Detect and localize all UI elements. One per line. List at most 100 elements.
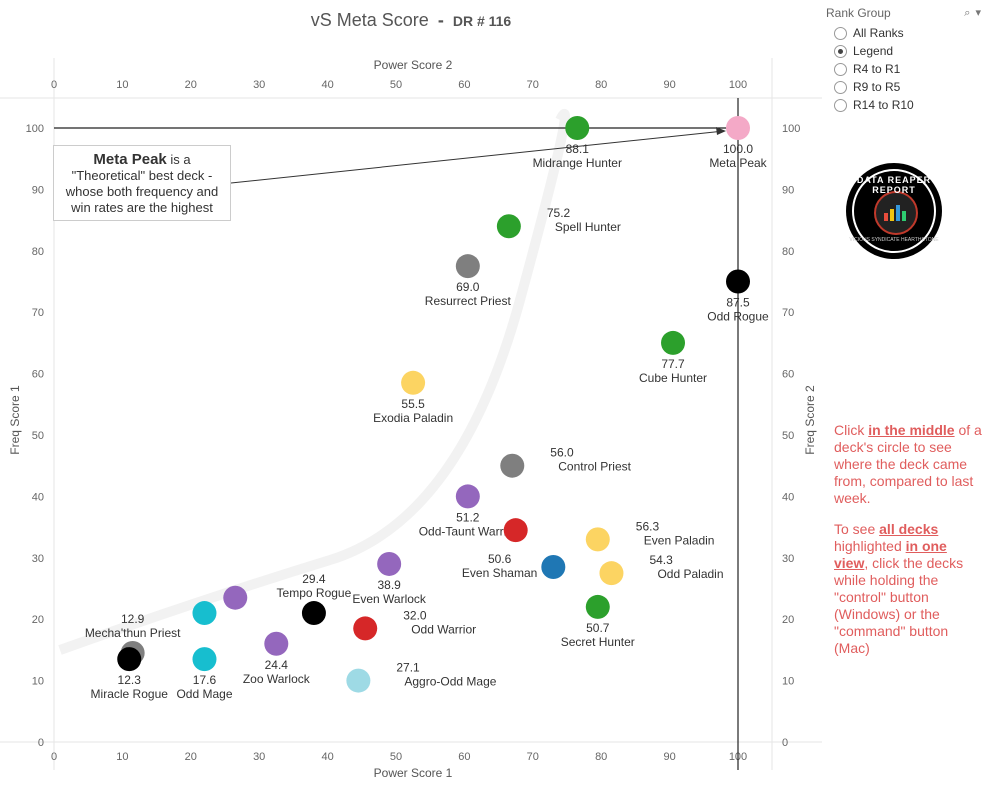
instructions: Click in the middle of a deck's circle t… — [834, 422, 984, 671]
instr-p2-u1: all decks — [879, 521, 939, 537]
scatter-point[interactable] — [301, 601, 326, 626]
annotation-arrow-line — [230, 130, 725, 184]
scatter-point[interactable] — [599, 561, 624, 586]
chart-title-main: vS Meta Score — [310, 10, 429, 30]
point-score-label: 56.3 — [636, 519, 660, 533]
filter-option-label: Legend — [853, 44, 894, 58]
filter-option-label: R4 to R1 — [853, 62, 901, 76]
point-name-label: Even Warlock — [352, 592, 427, 606]
rank-group-filter: Rank Group ⌕ ▾ All Ranks Legend R4 to R1 R9… — [826, 6, 982, 114]
radio-icon[interactable] — [834, 98, 847, 112]
y-tick-label: 40 — [32, 491, 44, 503]
scatter-point[interactable] — [585, 594, 610, 619]
x2-tick-label: 40 — [321, 79, 333, 91]
x-tick-label: 90 — [663, 751, 675, 763]
point-score-label: 32.0 — [403, 608, 427, 622]
scatter-point[interactable] — [541, 555, 566, 580]
scatter-point[interactable] — [401, 370, 426, 395]
chart-title-dr: DR # 116 — [452, 13, 512, 29]
scatter-point[interactable] — [726, 269, 750, 294]
x2-tick-label: 50 — [390, 79, 402, 91]
point-name-label: Exodia Paladin — [373, 411, 453, 425]
scatter-point[interactable] — [565, 116, 590, 140]
filter-option-all-ranks[interactable]: All Ranks — [826, 24, 982, 42]
point-name-label: Zoo Warlock — [243, 672, 311, 686]
point-score-label: 88.1 — [566, 142, 590, 156]
x-tick-label: 20 — [185, 751, 197, 763]
scatter-point[interactable] — [223, 585, 248, 610]
instr-p2-c: , click the decks while holding the "con… — [834, 555, 964, 656]
instructions-p1: Click in the middle of a deck's circle t… — [834, 422, 984, 507]
point-name-label: Control Priest — [558, 460, 631, 474]
filter-option-r4-to-r1[interactable]: R4 to R1 — [826, 60, 982, 78]
x2-axis-title: Power Score 2 — [374, 58, 453, 72]
point-score-label: 100.0 — [723, 142, 753, 156]
scatter-point[interactable] — [455, 484, 480, 509]
scatter-point[interactable] — [496, 214, 521, 239]
filter-option-label: R14 to R10 — [853, 98, 914, 112]
y-tick-label: 0 — [38, 737, 44, 749]
point-score-label: 50.6 — [488, 552, 512, 566]
data-reaper-logo: DATA REAPER REPORT VICIOUS SYNDICATE HEA… — [846, 163, 942, 259]
point-score-label: 77.7 — [661, 357, 685, 371]
scatter-point[interactable] — [377, 551, 402, 576]
y-tick-label: 70 — [32, 307, 44, 319]
point-name-label: Aggro-Odd Mage — [404, 675, 496, 689]
y2-tick-label: 30 — [782, 553, 794, 565]
annotation-arrow-head — [716, 127, 726, 135]
filter-option-r9-to-r5[interactable]: R9 to R5 — [826, 78, 982, 96]
filter-search-icon[interactable]: ⌕ ▾ — [964, 7, 982, 19]
point-score-label: 24.4 — [265, 658, 289, 672]
scatter-point[interactable] — [503, 518, 528, 543]
point-name-label: Mecha'thun Priest — [85, 626, 181, 640]
filter-title: Rank Group ⌕ ▾ — [826, 6, 982, 20]
point-score-label: 54.3 — [649, 553, 673, 567]
y2-tick-label: 20 — [782, 614, 794, 626]
y2-tick-label: 50 — [782, 430, 794, 442]
filter-option-label: All Ranks — [853, 26, 904, 40]
scatter-point[interactable] — [192, 647, 217, 672]
scatter-point[interactable] — [726, 116, 750, 140]
point-name-label: Odd Rogue — [707, 310, 769, 324]
y-tick-label: 50 — [32, 430, 44, 442]
scatter-point[interactable] — [585, 527, 610, 552]
radio-icon[interactable] — [834, 44, 847, 58]
point-name-label: Meta Peak — [709, 156, 767, 170]
scatter-point[interactable] — [455, 254, 480, 279]
x2-tick-label: 90 — [663, 79, 675, 91]
chart-title: vS Meta Score - DR # 116 — [0, 10, 822, 31]
annotation-rest1: is a — [166, 152, 191, 167]
radio-icon[interactable] — [834, 80, 847, 94]
point-name-label: Midrange Hunter — [533, 156, 622, 170]
point-score-label: 12.9 — [121, 612, 145, 626]
filter-option-r14-to-r10[interactable]: R14 to R10 — [826, 96, 982, 114]
scatter-point[interactable] — [117, 647, 142, 672]
filter-title-label: Rank Group — [826, 6, 891, 20]
point-score-label: 27.1 — [396, 661, 420, 675]
x-tick-label: 0 — [51, 751, 57, 763]
x-axis-title: Power Score 1 — [374, 766, 453, 780]
radio-icon[interactable] — [834, 26, 847, 40]
radio-icon[interactable] — [834, 62, 847, 76]
filter-option-legend[interactable]: Legend — [826, 42, 982, 60]
x-tick-label: 50 — [390, 751, 402, 763]
y-axis-title: Freq Score 1 — [8, 385, 22, 455]
scatter-point[interactable] — [346, 668, 371, 693]
point-name-label: Even Shaman — [462, 566, 537, 580]
x2-tick-label: 100 — [729, 79, 747, 91]
scatter-point[interactable] — [661, 330, 686, 355]
point-score-label: 12.3 — [118, 673, 142, 687]
point-name-label: Odd Warrior — [411, 622, 476, 636]
point-name-label: Odd Mage — [176, 687, 232, 701]
y2-tick-label: 0 — [782, 737, 788, 749]
scatter-point[interactable] — [192, 601, 217, 626]
scatter-point[interactable] — [500, 453, 525, 478]
point-score-label: 38.9 — [377, 578, 401, 592]
scatter-point[interactable] — [353, 616, 378, 641]
x-tick-label: 60 — [458, 751, 470, 763]
logo-bars-icon — [884, 201, 906, 221]
scatter-point[interactable] — [264, 631, 289, 656]
y2-tick-label: 60 — [782, 369, 794, 381]
x-tick-label: 80 — [595, 751, 607, 763]
y-tick-label: 100 — [26, 123, 44, 135]
